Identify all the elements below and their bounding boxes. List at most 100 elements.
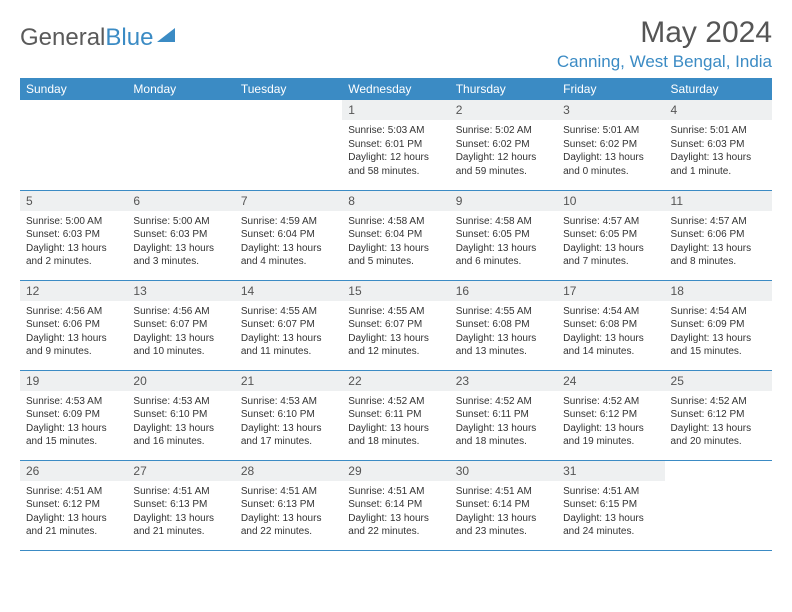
day-number: 27	[127, 461, 234, 481]
day-data: Sunrise: 4:52 AMSunset: 6:11 PMDaylight:…	[342, 391, 449, 451]
daylight-line: Daylight: 13 hours and 15 minutes.	[671, 332, 766, 359]
weekday-header-row: SundayMondayTuesdayWednesdayThursdayFrid…	[20, 78, 772, 100]
sunrise-line: Sunrise: 4:52 AM	[456, 395, 551, 409]
title-block: May 2024 Canning, West Bengal, India	[557, 16, 772, 72]
daylight-line: Daylight: 13 hours and 7 minutes.	[563, 242, 658, 269]
sunrise-line: Sunrise: 4:51 AM	[563, 485, 658, 499]
sunrise-line: Sunrise: 4:52 AM	[671, 395, 766, 409]
calendar-day-cell: 19Sunrise: 4:53 AMSunset: 6:09 PMDayligh…	[20, 370, 127, 460]
day-number: 1	[342, 100, 449, 120]
daylight-line: Daylight: 13 hours and 23 minutes.	[456, 512, 551, 539]
daylight-line: Daylight: 13 hours and 10 minutes.	[133, 332, 228, 359]
calendar-day-cell: 20Sunrise: 4:53 AMSunset: 6:10 PMDayligh…	[127, 370, 234, 460]
sunset-line: Sunset: 6:03 PM	[26, 228, 121, 242]
daylight-line: Daylight: 13 hours and 1 minute.	[671, 151, 766, 178]
daylight-line: Daylight: 13 hours and 21 minutes.	[133, 512, 228, 539]
weekday-header: Monday	[127, 78, 234, 100]
calendar-day-cell: 24Sunrise: 4:52 AMSunset: 6:12 PMDayligh…	[557, 370, 664, 460]
day-number: 14	[235, 281, 342, 301]
day-data: Sunrise: 4:51 AMSunset: 6:15 PMDaylight:…	[557, 481, 664, 541]
weekday-header: Wednesday	[342, 78, 449, 100]
sunrise-line: Sunrise: 5:02 AM	[456, 124, 551, 138]
day-number: 16	[450, 281, 557, 301]
sunrise-line: Sunrise: 4:55 AM	[456, 305, 551, 319]
sunrise-line: Sunrise: 5:00 AM	[133, 215, 228, 229]
day-number: 19	[20, 371, 127, 391]
calendar-day-cell: 1Sunrise: 5:03 AMSunset: 6:01 PMDaylight…	[342, 100, 449, 190]
calendar-week-row: 12Sunrise: 4:56 AMSunset: 6:06 PMDayligh…	[20, 280, 772, 370]
sunset-line: Sunset: 6:08 PM	[456, 318, 551, 332]
calendar-day-cell: 26Sunrise: 4:51 AMSunset: 6:12 PMDayligh…	[20, 460, 127, 550]
calendar-table: SundayMondayTuesdayWednesdayThursdayFrid…	[20, 78, 772, 551]
day-data: Sunrise: 4:57 AMSunset: 6:06 PMDaylight:…	[665, 211, 772, 271]
calendar-day-cell: 23Sunrise: 4:52 AMSunset: 6:11 PMDayligh…	[450, 370, 557, 460]
day-number: 17	[557, 281, 664, 301]
day-number: 8	[342, 191, 449, 211]
day-number: 6	[127, 191, 234, 211]
day-number: 2	[450, 100, 557, 120]
sunset-line: Sunset: 6:11 PM	[456, 408, 551, 422]
sunrise-line: Sunrise: 4:53 AM	[133, 395, 228, 409]
day-data: Sunrise: 5:00 AMSunset: 6:03 PMDaylight:…	[127, 211, 234, 271]
day-number: 31	[557, 461, 664, 481]
day-data: Sunrise: 5:00 AMSunset: 6:03 PMDaylight:…	[20, 211, 127, 271]
calendar-day-cell: 22Sunrise: 4:52 AMSunset: 6:11 PMDayligh…	[342, 370, 449, 460]
daylight-line: Daylight: 13 hours and 9 minutes.	[26, 332, 121, 359]
sunset-line: Sunset: 6:01 PM	[348, 138, 443, 152]
daylight-line: Daylight: 13 hours and 8 minutes.	[671, 242, 766, 269]
sunrise-line: Sunrise: 4:56 AM	[26, 305, 121, 319]
day-number: 12	[20, 281, 127, 301]
day-data: Sunrise: 4:53 AMSunset: 6:10 PMDaylight:…	[127, 391, 234, 451]
day-data: Sunrise: 5:01 AMSunset: 6:03 PMDaylight:…	[665, 120, 772, 180]
sunrise-line: Sunrise: 4:57 AM	[671, 215, 766, 229]
sunset-line: Sunset: 6:14 PM	[348, 498, 443, 512]
day-number: 13	[127, 281, 234, 301]
day-data: Sunrise: 4:55 AMSunset: 6:08 PMDaylight:…	[450, 301, 557, 361]
sunset-line: Sunset: 6:13 PM	[133, 498, 228, 512]
logo-word-2: Blue	[105, 24, 153, 51]
day-number: 5	[20, 191, 127, 211]
day-data: Sunrise: 4:52 AMSunset: 6:12 PMDaylight:…	[557, 391, 664, 451]
day-number: 28	[235, 461, 342, 481]
daylight-line: Daylight: 13 hours and 22 minutes.	[241, 512, 336, 539]
calendar-day-cell: 11Sunrise: 4:57 AMSunset: 6:06 PMDayligh…	[665, 190, 772, 280]
day-data: Sunrise: 4:56 AMSunset: 6:06 PMDaylight:…	[20, 301, 127, 361]
calendar-day-cell: 28Sunrise: 4:51 AMSunset: 6:13 PMDayligh…	[235, 460, 342, 550]
day-data: Sunrise: 5:02 AMSunset: 6:02 PMDaylight:…	[450, 120, 557, 180]
logo: GeneralBlue	[20, 24, 175, 52]
sunset-line: Sunset: 6:02 PM	[456, 138, 551, 152]
daylight-line: Daylight: 13 hours and 2 minutes.	[26, 242, 121, 269]
day-number: 25	[665, 371, 772, 391]
sunset-line: Sunset: 6:14 PM	[456, 498, 551, 512]
day-number: 7	[235, 191, 342, 211]
calendar-day-cell: 31Sunrise: 4:51 AMSunset: 6:15 PMDayligh…	[557, 460, 664, 550]
weekday-header: Sunday	[20, 78, 127, 100]
sunrise-line: Sunrise: 4:59 AM	[241, 215, 336, 229]
daylight-line: Daylight: 13 hours and 22 minutes.	[348, 512, 443, 539]
sunrise-line: Sunrise: 4:52 AM	[348, 395, 443, 409]
sunset-line: Sunset: 6:05 PM	[563, 228, 658, 242]
sunrise-line: Sunrise: 4:54 AM	[563, 305, 658, 319]
day-number: 3	[557, 100, 664, 120]
sunrise-line: Sunrise: 4:51 AM	[26, 485, 121, 499]
day-data: Sunrise: 4:51 AMSunset: 6:14 PMDaylight:…	[342, 481, 449, 541]
daylight-line: Daylight: 13 hours and 19 minutes.	[563, 422, 658, 449]
daylight-line: Daylight: 13 hours and 5 minutes.	[348, 242, 443, 269]
sunset-line: Sunset: 6:05 PM	[456, 228, 551, 242]
calendar-day-cell: 13Sunrise: 4:56 AMSunset: 6:07 PMDayligh…	[127, 280, 234, 370]
calendar-day-cell: 9Sunrise: 4:58 AMSunset: 6:05 PMDaylight…	[450, 190, 557, 280]
day-data: Sunrise: 4:57 AMSunset: 6:05 PMDaylight:…	[557, 211, 664, 271]
weekday-header: Thursday	[450, 78, 557, 100]
calendar-week-row: 19Sunrise: 4:53 AMSunset: 6:09 PMDayligh…	[20, 370, 772, 460]
sunset-line: Sunset: 6:07 PM	[348, 318, 443, 332]
calendar-empty-cell	[665, 460, 772, 550]
sunset-line: Sunset: 6:06 PM	[671, 228, 766, 242]
daylight-line: Daylight: 13 hours and 20 minutes.	[671, 422, 766, 449]
day-data: Sunrise: 4:51 AMSunset: 6:12 PMDaylight:…	[20, 481, 127, 541]
sunrise-line: Sunrise: 5:00 AM	[26, 215, 121, 229]
day-data: Sunrise: 4:58 AMSunset: 6:04 PMDaylight:…	[342, 211, 449, 271]
calendar-day-cell: 30Sunrise: 4:51 AMSunset: 6:14 PMDayligh…	[450, 460, 557, 550]
day-number: 30	[450, 461, 557, 481]
weekday-header: Tuesday	[235, 78, 342, 100]
weekday-header: Saturday	[665, 78, 772, 100]
